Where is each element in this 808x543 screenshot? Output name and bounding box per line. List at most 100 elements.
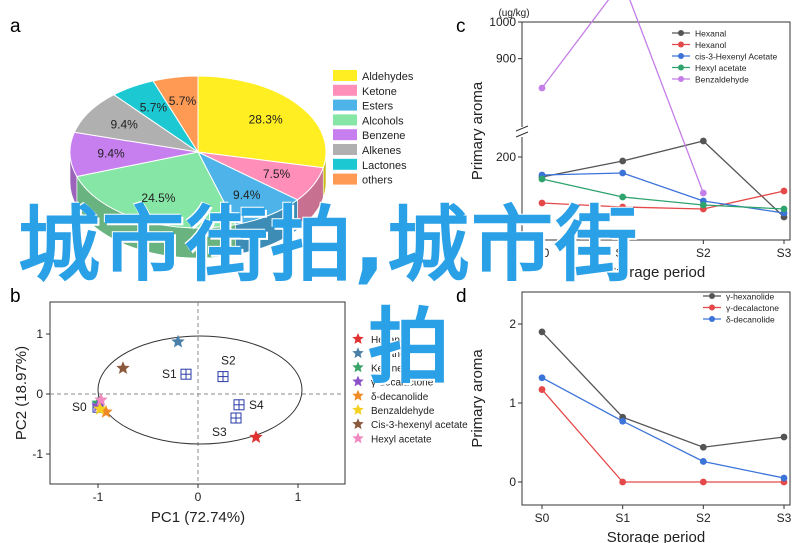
legend-label-4: Benzene [362,130,405,142]
pie-label-7: 5.7% [169,94,197,108]
legend-swatch-6 [333,158,357,170]
y-tick-label: 1 [36,327,43,341]
legend-marker-2 [352,361,364,373]
legend-label-1: Hexanol [371,349,408,360]
pie-label-0: 28.3% [249,112,283,126]
compound-marker-5 [93,402,107,415]
y-tick-label: 1 [509,396,516,410]
y-tick-label: 0 [509,475,516,489]
legend-label-2: Ketone [371,363,403,374]
axis-break-mark [515,131,529,138]
pie-label-3: 24.5% [141,191,175,205]
series-point-2-2 [699,458,707,465]
legend-label-0: Aldehydes [362,71,414,83]
y-axis-label: Primary aroma [469,81,486,180]
series-point-0-2 [699,443,707,451]
plot-frame [521,291,791,506]
compound-marker-6 [116,361,130,374]
x-tick-label: 1 [295,490,302,504]
legend-marker-2 [709,316,715,322]
pie-legend: Aldehydes Ketone Esters Alcohols Benzene Alke… [333,70,414,187]
series-point-3-2 [699,201,707,209]
series-point-1-1 [619,203,627,211]
sample-label-1: S1 [162,367,177,381]
series-point-1-0 [538,199,546,207]
sample-label-2: S2 [221,354,236,368]
legend-swatch-3 [333,114,357,126]
legend-marker-1 [352,347,364,359]
legend-label-0: Hexanal [371,335,408,346]
pie-label-6: 5.7% [140,101,168,115]
series-point-2-1 [619,417,627,425]
pie-chart-a: 28.3%7.5%9.4%24.5%9.4%9.4%5.7% 5.7% [69,75,327,259]
legend-label-2: δ-decanolide [726,315,775,325]
legend-marker-0 [678,30,684,36]
line-chart-c: S0 S1 S2 S3 200 900 1000 Storage period Primary … [469,0,792,281]
legend-label-7: Hexyl acetate [371,434,432,445]
x-tick-label: S3 [777,511,792,525]
y-tick-label: 1000 [489,15,516,29]
y-tick-label: 200 [496,150,516,164]
x-axis-label: PC1 (72.74%) [151,509,245,526]
legend-marker-5 [352,404,364,415]
series-point-4-0 [538,84,546,92]
x-tick-label: S1 [615,246,630,260]
legend-marker-3 [352,375,364,387]
watermark-line-2: 拍 [368,300,451,395]
legend-label-0: γ-hexanolide [726,292,774,302]
sample-label-4: S4 [249,398,264,412]
series-line-4 [541,0,704,194]
legend-marker-7 [352,432,364,444]
legend-marker-2 [678,53,684,59]
legend-label-1: γ-decalactone [726,303,779,313]
pie-slice-5 [73,94,199,153]
legend-label-6: Lactones [362,160,407,172]
legend-label-1: Hexanol [695,40,726,50]
compound-marker-4 [99,405,113,418]
compound-marker-1 [171,334,185,348]
pie-slice-4 [69,131,199,178]
series-line-0 [541,331,785,448]
series-line-1 [541,190,785,210]
pie-label-5: 9.4% [110,118,138,132]
watermark-line-1: 城市街拍,城市街 [18,198,640,293]
legend-swatch-5 [333,144,357,155]
legend-label-5: Benzaldehyde [371,406,435,417]
x-tick-label: S0 [535,511,550,525]
series-line-2 [541,377,785,479]
x-tick-label: S2 [696,511,711,525]
legend-label-2: cis-3-Hexenyl Acetate [695,52,777,62]
series-point-0-3 [780,433,788,441]
pie-label-4: 9.4% [97,147,125,161]
legend-label-2: Esters [362,101,394,113]
sample-label-3: S3 [212,425,227,439]
legend-marker-0 [709,293,715,299]
confidence-ellipse [97,335,303,445]
pie-slice-2 [196,150,299,226]
series-point-2-1 [619,169,627,177]
legend-marker-1 [678,41,684,48]
series-point-1-0 [538,386,546,393]
series-point-2-0 [538,374,546,382]
panel-label-c: c [456,16,466,37]
x-axis-label: Storage period [607,264,705,281]
line-chart-d: S0 S1 S2 S3 0 1 2 Storage period Primary aroma γ-… [469,291,792,543]
legend-marker-0 [352,333,364,344]
pie-slice-3 [76,151,237,229]
legend-label-0: Hexanal [695,29,726,39]
series-point-1-3 [780,187,788,195]
y-axis-label: Primary aroma [469,349,486,448]
sample-label-0: S0 [72,400,87,414]
x-tick-label: -1 [93,490,104,504]
compound-marker-7 [94,393,108,406]
y-tick-label: 2 [509,317,516,331]
x-tick-label: 0 [195,490,202,504]
panel-label-a: a [10,16,21,37]
series-line-1 [541,389,784,483]
x-tick-label: S2 [696,246,711,260]
axis-break-gap [516,127,528,137]
x-axis-label: Storage period [607,529,705,543]
pca-scatter-b: -1 0 1 -1 0 1 PC1 (72.74%) PC2 (18.97%) S0 S1 S2 S3… [13,301,468,526]
y-tick-label: 900 [496,52,516,66]
pie-label-2: 9.4% [233,188,261,202]
